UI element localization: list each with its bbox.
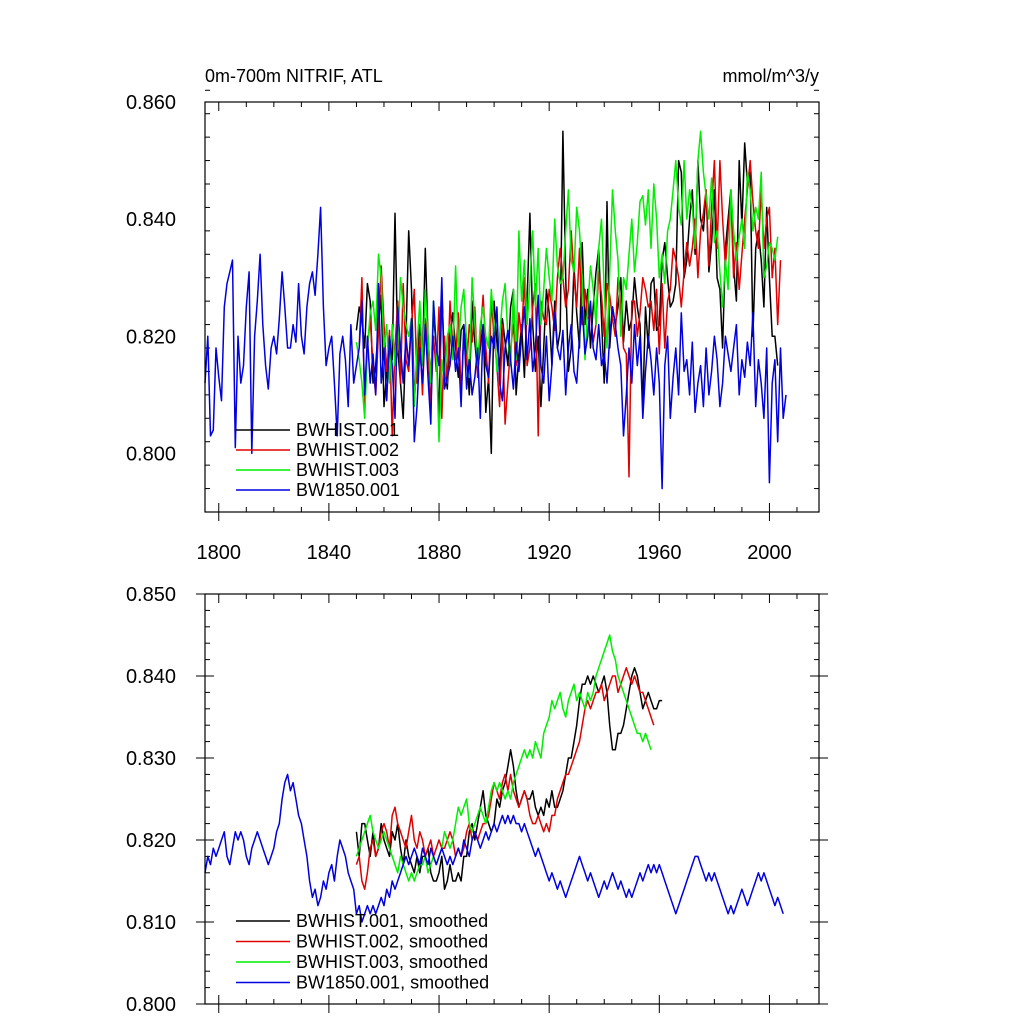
bottom-series-group xyxy=(204,634,784,923)
top-series-group xyxy=(204,130,787,490)
bot-y-tick-label: 0.820 xyxy=(126,830,176,852)
top-panel: 0m-700m NITRIF, ATL mmol/m^3/y 0.800 0.82… xyxy=(126,66,820,564)
top-x-tick-labels: 1800 1840 1880 1920 1960 2000 xyxy=(197,542,792,564)
bottom-y-tick-labels: 0.800 0.810 0.820 0.830 0.840 0.850 xyxy=(126,584,176,1016)
bottom-panel: 0.800 0.810 0.820 0.830 0.840 0.850 BWHIST.00… xyxy=(126,584,828,1016)
bot-legend-label: BWHIST.002, smoothed xyxy=(296,932,488,952)
bot-y-tick-label: 0.830 xyxy=(126,748,176,770)
bot-legend-label: BW1850.001, smoothed xyxy=(296,973,489,993)
top-x-tick-label: 2000 xyxy=(747,542,792,564)
top-plot-frame xyxy=(204,101,820,513)
top-legend-label: BW1850.001 xyxy=(296,480,400,500)
bot-legend-label: BWHIST.001, smoothed xyxy=(296,911,488,931)
top-x-tick-label: 1920 xyxy=(527,542,572,564)
top-series-line-bwhist-002 xyxy=(358,159,782,478)
top-legend-label: BWHIST.002 xyxy=(296,440,399,460)
top-title-right: mmol/m^3/y xyxy=(723,66,819,86)
bot-y-tick-label: 0.800 xyxy=(126,994,176,1016)
top-y-tick-label: 0.840 xyxy=(126,209,176,231)
bot-y-tick-label: 0.850 xyxy=(126,584,176,606)
bot-y-tick-label: 0.810 xyxy=(126,912,176,934)
top-legend-label: BWHIST.003 xyxy=(296,460,399,480)
top-title-left: 0m-700m NITRIF, ATL xyxy=(205,66,383,86)
top-x-tick-label: 1960 xyxy=(637,542,682,564)
top-axis-ticks xyxy=(205,89,819,521)
top-y-tick-label: 0.800 xyxy=(126,443,176,465)
top-series-line-bw1850-001 xyxy=(204,206,787,490)
bot-series-line-bwhist-002 xyxy=(355,667,655,890)
top-x-tick-label: 1800 xyxy=(197,542,242,564)
top-y-tick-label: 0.820 xyxy=(126,326,176,348)
top-legend-label: BWHIST.001 xyxy=(296,420,399,440)
top-y-tick-labels: 0.800 0.820 0.840 0.860 xyxy=(126,92,176,465)
bot-legend-label: BWHIST.003, smoothed xyxy=(296,952,488,972)
top-y-tick-label: 0.860 xyxy=(126,92,176,114)
bot-y-tick-label: 0.840 xyxy=(126,666,176,688)
bot-series-line-bwhist-001 xyxy=(355,667,663,890)
bottom-axis-ticks xyxy=(196,593,828,1013)
top-series-line-bwhist-003 xyxy=(355,130,779,443)
top-x-tick-label: 1840 xyxy=(307,542,352,564)
bottom-plot-frame xyxy=(204,593,820,1005)
bot-series-line-bwhist-003 xyxy=(355,634,652,882)
bot-series-line-bw1850-001 xyxy=(204,773,784,923)
top-x-tick-label: 1880 xyxy=(417,542,462,564)
